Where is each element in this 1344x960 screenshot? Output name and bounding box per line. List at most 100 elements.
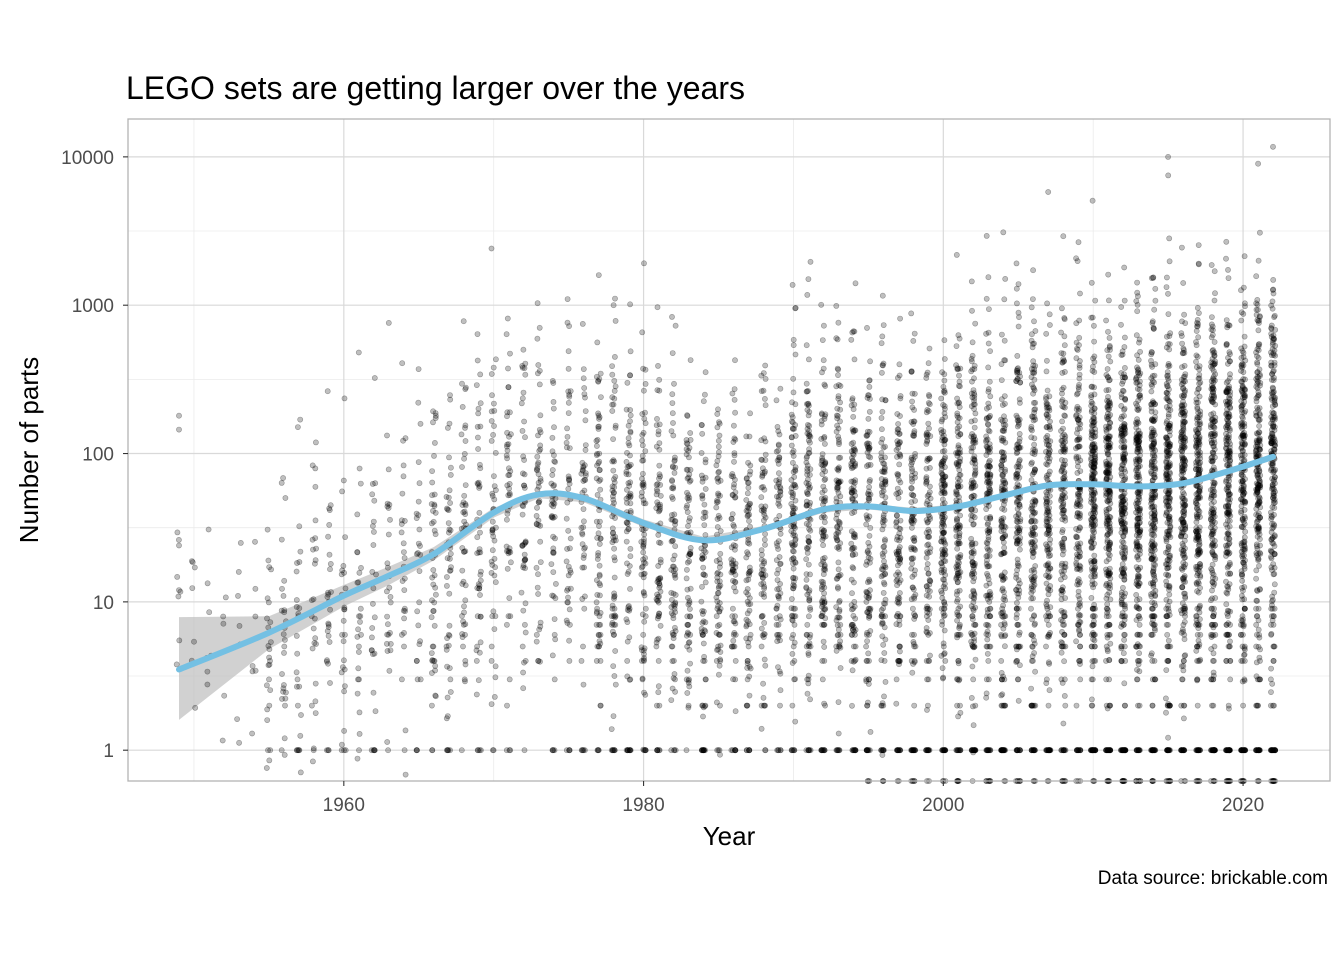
data-point bbox=[611, 747, 618, 754]
data-point bbox=[298, 712, 304, 718]
data-point bbox=[506, 471, 513, 478]
data-point bbox=[443, 747, 450, 754]
data-point bbox=[744, 658, 751, 664]
data-point bbox=[295, 747, 302, 754]
data-point bbox=[1030, 578, 1037, 585]
data-point bbox=[640, 574, 647, 581]
data-point bbox=[970, 587, 977, 594]
data-point bbox=[401, 615, 407, 622]
data-point bbox=[806, 356, 812, 363]
data-point bbox=[668, 589, 675, 596]
data-point bbox=[462, 384, 469, 391]
data-point bbox=[792, 536, 799, 542]
data-point bbox=[672, 599, 679, 606]
data-point bbox=[611, 377, 618, 384]
data-point bbox=[549, 652, 556, 659]
data-point bbox=[474, 423, 481, 430]
data-point bbox=[641, 559, 647, 566]
data-point bbox=[460, 509, 467, 516]
data-point bbox=[639, 329, 646, 336]
data-point bbox=[822, 440, 828, 447]
data-point bbox=[1028, 590, 1035, 596]
data-point bbox=[789, 418, 795, 425]
data-point bbox=[956, 676, 963, 683]
data-point bbox=[477, 568, 484, 575]
data-point bbox=[955, 444, 962, 451]
data-point bbox=[925, 617, 932, 623]
data-point bbox=[803, 747, 810, 754]
data-point bbox=[565, 594, 571, 601]
data-point bbox=[939, 590, 945, 597]
data-point bbox=[804, 471, 811, 478]
data-point bbox=[609, 602, 616, 609]
data-point bbox=[416, 599, 423, 606]
data-point bbox=[698, 598, 705, 605]
data-point bbox=[578, 747, 585, 754]
data-point bbox=[579, 531, 586, 538]
data-point bbox=[863, 643, 869, 650]
data-point bbox=[474, 357, 481, 364]
data-point bbox=[1046, 747, 1052, 754]
data-point bbox=[968, 593, 975, 600]
data-point bbox=[535, 522, 542, 528]
data-point bbox=[462, 621, 469, 628]
data-point bbox=[1060, 384, 1067, 391]
data-point bbox=[820, 621, 827, 628]
data-point bbox=[879, 292, 886, 299]
data-point bbox=[806, 596, 813, 603]
data-point bbox=[488, 558, 495, 565]
data-point bbox=[580, 506, 587, 512]
data-point bbox=[477, 371, 484, 378]
data-point bbox=[610, 530, 616, 537]
data-point bbox=[627, 490, 634, 497]
data-point bbox=[1058, 496, 1065, 503]
data-point bbox=[672, 609, 678, 616]
data-point bbox=[777, 702, 783, 709]
data-point bbox=[326, 507, 333, 513]
data-point bbox=[340, 657, 347, 664]
data-point bbox=[684, 586, 691, 593]
data-point bbox=[655, 362, 661, 369]
data-point bbox=[777, 581, 783, 587]
data-point bbox=[1001, 357, 1008, 364]
data-point bbox=[746, 663, 753, 670]
data-point bbox=[220, 613, 227, 620]
data-point bbox=[639, 675, 646, 682]
data-point bbox=[807, 696, 813, 703]
data-point bbox=[368, 647, 375, 654]
data-point bbox=[1031, 613, 1037, 620]
data-point bbox=[1043, 541, 1049, 548]
data-point bbox=[462, 678, 468, 685]
data-point bbox=[999, 457, 1005, 464]
data-point bbox=[431, 572, 438, 579]
data-point bbox=[596, 414, 603, 421]
data-point bbox=[640, 479, 647, 486]
data-point bbox=[507, 559, 514, 566]
data-point bbox=[521, 541, 528, 547]
data-point bbox=[325, 660, 331, 667]
data-point bbox=[687, 545, 694, 551]
data-point bbox=[716, 556, 723, 563]
data-point bbox=[984, 650, 991, 657]
data-point bbox=[788, 442, 795, 449]
data-point bbox=[852, 615, 859, 622]
data-point bbox=[354, 633, 361, 640]
data-point bbox=[716, 468, 722, 475]
data-point bbox=[594, 591, 601, 598]
data-point bbox=[191, 564, 198, 571]
data-point bbox=[598, 394, 604, 400]
data-point bbox=[927, 545, 934, 552]
data-point bbox=[1061, 564, 1068, 570]
data-point bbox=[1073, 702, 1080, 709]
data-point bbox=[684, 413, 691, 419]
data-point bbox=[642, 420, 649, 427]
data-point bbox=[294, 676, 301, 683]
data-point bbox=[941, 436, 948, 443]
data-point bbox=[986, 547, 993, 554]
data-point bbox=[446, 555, 453, 562]
data-point bbox=[566, 606, 573, 613]
data-point bbox=[776, 668, 783, 675]
data-point bbox=[642, 613, 649, 620]
data-point bbox=[715, 443, 722, 450]
data-point bbox=[999, 331, 1005, 338]
